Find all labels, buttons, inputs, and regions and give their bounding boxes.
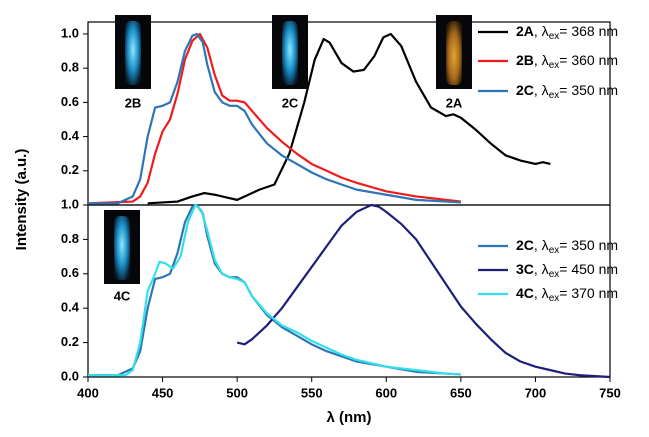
- series-line: [87, 32, 461, 205]
- legend-part: , λ: [534, 52, 549, 68]
- inset-vial: [114, 216, 130, 280]
- y-tick-label: 0.8: [61, 231, 79, 246]
- y-tick-label: 0.4: [61, 128, 80, 143]
- y-tick-label: 1.0: [61, 25, 79, 40]
- series-line: [88, 32, 461, 205]
- legend-part: , λ: [534, 23, 549, 39]
- legend-part: ex: [549, 31, 560, 42]
- legend-part: , λ: [534, 237, 549, 253]
- series-line: [88, 203, 461, 377]
- inset-vial: [446, 21, 462, 85]
- inset-label: 2B: [125, 95, 142, 110]
- y-tick-label: 0.6: [61, 265, 79, 280]
- inset-label: 2A: [446, 95, 463, 110]
- legend-part: 3C: [516, 261, 534, 277]
- inset-label: 4C: [114, 288, 131, 303]
- legend-part: 2A: [516, 23, 534, 39]
- legend-part: 4C: [516, 285, 534, 301]
- y-tick-label: 0.8: [61, 60, 79, 75]
- y-tick-label: 0.4: [61, 300, 80, 315]
- inset-vial: [282, 21, 298, 85]
- legend-part: , λ: [534, 82, 549, 98]
- legend-part: = 350 nm: [559, 82, 618, 98]
- x-axis-title: λ (nm): [327, 409, 372, 426]
- legend-part: ex: [549, 90, 560, 101]
- legend-part: ex: [549, 60, 560, 71]
- legend-label: 4C, λex= 370 nm: [516, 285, 618, 304]
- legend-label: 2B, λex= 360 nm: [516, 52, 618, 71]
- x-tick-label: 450: [152, 385, 174, 400]
- legend-part: = 368 nm: [559, 23, 618, 39]
- legend-part: = 450 nm: [559, 261, 618, 277]
- y-axis-title: Intensity (a.u.): [13, 149, 30, 251]
- legend-part: ex: [549, 293, 560, 304]
- y-tick-label: 0.2: [61, 334, 79, 349]
- legend-part: 2C: [516, 82, 534, 98]
- y-tick-label: 0.2: [61, 162, 79, 177]
- legend-part: 2B: [516, 52, 534, 68]
- x-tick-label: 600: [375, 385, 397, 400]
- legend-label: 2A, λex= 368 nm: [516, 23, 618, 42]
- inset-vial: [125, 21, 141, 85]
- series-line: [147, 32, 551, 205]
- legend-label: 2C, λex= 350 nm: [516, 82, 618, 101]
- plot-frame: [87, 204, 611, 378]
- x-tick-label: 750: [599, 385, 621, 400]
- inset-label: 2C: [282, 95, 299, 110]
- legend-part: = 370 nm: [559, 285, 618, 301]
- legend-part: ex: [549, 269, 560, 280]
- series-line: [236, 203, 611, 379]
- legend-part: = 360 nm: [559, 52, 618, 68]
- x-tick-label: 400: [77, 385, 99, 400]
- legend-label: 2C, λex= 350 nm: [516, 237, 618, 256]
- legend-part: = 350 nm: [559, 237, 618, 253]
- y-tick-label: 0.0: [61, 368, 79, 383]
- y-tick-label: 1.0: [61, 196, 79, 211]
- legend-part: , λ: [534, 285, 549, 301]
- series-line: [88, 203, 461, 377]
- x-tick-label: 500: [226, 385, 248, 400]
- legend-part: ex: [549, 245, 560, 256]
- x-tick-label: 700: [525, 385, 547, 400]
- x-tick-label: 550: [301, 385, 323, 400]
- plot-frame: [87, 21, 611, 206]
- legend-label: 3C, λex= 450 nm: [516, 261, 618, 280]
- legend-part: , λ: [534, 261, 549, 277]
- x-tick-label: 650: [450, 385, 472, 400]
- y-tick-label: 0.6: [61, 94, 79, 109]
- legend-part: 2C: [516, 237, 534, 253]
